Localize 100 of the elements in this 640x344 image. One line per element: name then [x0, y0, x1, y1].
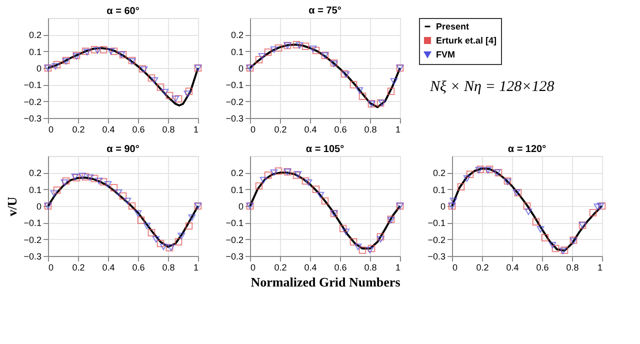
x-tick-label: 0.6 [334, 262, 347, 272]
point [466, 170, 474, 178]
point [137, 216, 145, 224]
x-tick-label: 0.6 [132, 124, 145, 134]
point [594, 204, 602, 210]
point [174, 238, 182, 246]
point [350, 81, 358, 88]
point [161, 88, 169, 96]
point [128, 202, 136, 210]
point [302, 42, 310, 50]
x-tick-label: 0.4 [102, 262, 115, 272]
y-tick-label: −0.1 [428, 218, 446, 228]
point [376, 233, 384, 240]
point [50, 190, 58, 197]
point [172, 96, 180, 102]
point [100, 46, 108, 54]
point [270, 46, 278, 53]
point [148, 229, 156, 236]
point [156, 240, 164, 248]
y-tick-label: 0 [36, 64, 42, 74]
point [184, 90, 192, 98]
point [296, 42, 304, 49]
point [302, 177, 310, 185]
chart-title: α = 75° [308, 6, 342, 16]
y-tick-label: 0 [36, 202, 42, 212]
x-tick-label: 0 [48, 262, 54, 272]
point [387, 88, 395, 95]
point [316, 192, 324, 198]
legend-label: FVM [436, 50, 455, 60]
point [312, 186, 320, 193]
y-tick-label: −0.3 [24, 114, 42, 124]
chart-title: α = 120° [508, 144, 546, 155]
point [104, 181, 112, 188]
legend-label: Erturk et.al [4] [436, 36, 497, 46]
x-tick-label: 0.6 [536, 262, 549, 272]
x-tick-label: 0 [48, 124, 54, 134]
x-tick-label: 0.4 [304, 124, 317, 134]
point [185, 88, 193, 95]
chart-title: α = 90° [106, 144, 140, 155]
point [152, 236, 160, 243]
y-tick-label: −0.3 [226, 114, 244, 124]
y-tick-label: −0.2 [226, 96, 244, 107]
x-tick-label: 0.2 [274, 124, 287, 134]
point [94, 47, 102, 54]
point [312, 46, 320, 54]
chart-title: α = 105° [306, 144, 344, 155]
x-tick-label: 0.2 [72, 262, 85, 272]
point [463, 175, 471, 182]
point [532, 218, 540, 226]
point [90, 46, 98, 54]
x-tick-label: 0.6 [132, 262, 145, 272]
y-tick-label: −0.1 [24, 218, 42, 228]
point [178, 232, 186, 240]
y-tick-label: −0.3 [226, 252, 244, 262]
y-tick-label: 0.2 [432, 168, 446, 178]
point [114, 189, 122, 196]
x-tick-label: 0.8 [162, 262, 175, 272]
point [524, 208, 532, 216]
point [156, 84, 164, 91]
y-tick-label: 0.2 [230, 30, 244, 40]
point [457, 183, 465, 190]
point [450, 198, 458, 204]
point [339, 224, 347, 232]
point [148, 74, 156, 82]
point [258, 53, 266, 60]
point [321, 197, 329, 205]
x-tick-label: 1 [395, 124, 400, 134]
x-tick-label: 0.2 [476, 262, 489, 272]
point [150, 77, 158, 84]
point [255, 182, 263, 190]
x-tick-label: 0.2 [72, 124, 85, 134]
y-tick-label: 0 [440, 202, 446, 212]
point [82, 173, 90, 180]
point [188, 214, 196, 221]
x-tick-label: 0 [250, 124, 256, 134]
text: Nξ × Nη = 128×128 [429, 79, 555, 95]
point [536, 226, 544, 233]
point [110, 184, 118, 192]
y-axis-title: v/U [4, 196, 20, 216]
point [589, 209, 597, 216]
legend-label: Present [436, 22, 470, 32]
y-tick-label: −0.3 [24, 252, 42, 262]
x-tick-label: 0 [250, 262, 256, 272]
point [255, 56, 263, 64]
point [110, 48, 118, 55]
point [358, 246, 366, 254]
point [270, 169, 278, 176]
point [264, 48, 272, 56]
x-tick-label: 0.8 [364, 262, 377, 272]
y-tick-label: −0.1 [226, 80, 244, 90]
point [95, 178, 103, 184]
point [107, 48, 115, 55]
y-tick-label: −0.2 [428, 234, 446, 245]
point [548, 242, 556, 248]
point [160, 244, 168, 250]
point [356, 87, 364, 94]
x-tick-label: 0.8 [162, 124, 175, 134]
y-tick-label: 0.1 [230, 46, 244, 57]
x-tick-label: 1 [193, 262, 198, 272]
y-tick-label: 0 [238, 202, 244, 212]
